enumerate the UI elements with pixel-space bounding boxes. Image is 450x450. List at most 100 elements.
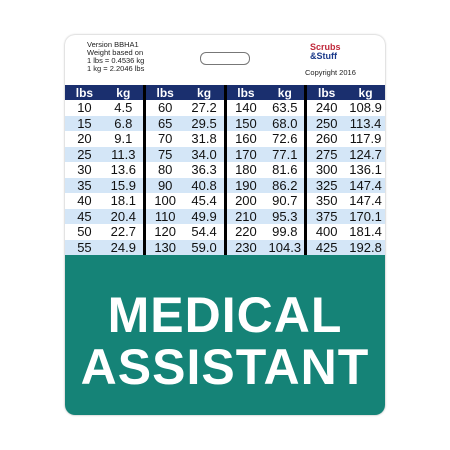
punch-hole: [200, 52, 250, 65]
table-cell: 110: [154, 208, 176, 224]
table-cell: 250: [315, 115, 338, 131]
table-row: 250 113.4: [307, 115, 385, 131]
table-row: 70 31.8: [145, 131, 224, 147]
banner-line: ASSISTANT: [80, 339, 370, 395]
table-cell: 4.5: [114, 100, 133, 116]
table-row: 200 90.7: [226, 193, 305, 209]
table-cell: 36.3: [191, 162, 217, 178]
table-cell: 260: [315, 131, 338, 147]
table-row: 10 4.5: [65, 100, 143, 116]
table-cell: 150: [235, 115, 257, 131]
table-row: 110 49.9: [145, 208, 224, 224]
table-cell: 45.4: [191, 193, 217, 209]
table-row: 130 59.0: [145, 239, 224, 255]
table-cell: 120: [154, 224, 177, 240]
table-cell: 72.6: [272, 131, 298, 147]
table-row: 65 29.5: [145, 115, 224, 131]
table-row: 325 147.4: [307, 177, 385, 193]
table-cell: 181.4: [349, 224, 382, 240]
table-cell: 95.3: [272, 208, 298, 224]
column-group: lbs kg 140 63.5 150 68.0 160 72.6 170 77.1 180 81.6…: [226, 85, 305, 255]
table-cell: 13.6: [110, 162, 136, 178]
table-cell: 35: [77, 177, 92, 193]
note: Weight based on: [87, 48, 144, 57]
table-row: 350 147.4: [307, 193, 385, 209]
column-header: lbs: [237, 85, 255, 100]
table-cell: 34.0: [191, 146, 217, 162]
header-row: lbs kg: [65, 85, 143, 100]
conversion-table: lbs kg 10 4.5 15 6.8 20 9.1 25 11.3 30 13.6 35 15.9 40…: [65, 85, 385, 255]
table-cell: 124.7: [349, 146, 382, 162]
table-row: 80 36.3: [145, 162, 224, 178]
table-cell: 49.9: [191, 208, 217, 224]
table-row: 180 81.6: [226, 162, 305, 178]
table-cell: 27.2: [191, 100, 217, 116]
table-cell: 99.8: [272, 224, 298, 240]
column-header: lbs: [75, 85, 94, 100]
table-cell: 81.6: [272, 162, 298, 178]
logo-text: Scrubs: [310, 42, 341, 52]
column-header: lbs: [156, 85, 174, 100]
header-row: lbs kg: [145, 85, 224, 100]
table-row: 35 15.9: [65, 177, 143, 193]
table-cell: 55: [77, 239, 92, 255]
column-header: kg: [116, 85, 131, 100]
column-group: lbs kg 10 4.5 15 6.8 20 9.1 25 11.3 30 13.6 35 15.9 40…: [65, 85, 143, 255]
table-cell: 40.8: [191, 177, 217, 193]
table-row: 20 9.1: [65, 131, 143, 147]
table-cell: 18.1: [110, 193, 136, 209]
table-cell: 425: [315, 239, 338, 255]
table-cell: 50: [77, 224, 92, 240]
table-row: 15 6.8: [65, 115, 143, 131]
table-cell: 147.4: [349, 193, 382, 209]
table-cell: 160: [235, 131, 257, 147]
column-header: lbs: [318, 85, 336, 100]
table-cell: 22.7: [110, 224, 136, 240]
table-cell: 70: [157, 131, 173, 147]
table-cell: 80: [157, 162, 173, 178]
table-cell: 63.5: [272, 100, 298, 116]
table-cell: 6.8: [114, 115, 133, 131]
table-cell: 24.9: [110, 239, 136, 255]
logo-text: &Stuff: [310, 51, 337, 61]
column-group: lbs kg 240 108.9 250 113.4 260 117.9 275 124.7 300…: [307, 85, 385, 255]
note: 1 kg = 2.2046 lbs: [87, 64, 145, 73]
table-cell: 15.9: [110, 177, 136, 193]
note: 1 lbs = 0.4536 kg: [87, 56, 145, 65]
table-row: 170 77.1: [226, 146, 305, 162]
header-info: Version BBHA1 Weight based on 1 lbs = 0.…: [87, 41, 144, 73]
table-cell: 9.1: [114, 131, 133, 147]
table-cell: 300: [315, 162, 338, 178]
table-row: 140 63.5: [226, 100, 305, 116]
table-cell: 59.0: [191, 239, 217, 255]
table-row: 220 99.8: [226, 224, 305, 240]
table-cell: 75: [157, 146, 173, 162]
banner: MEDICAL ASSISTANT: [65, 255, 385, 415]
table-row: 50 22.7: [65, 224, 143, 240]
table-cell: 350: [315, 193, 338, 209]
table-cell: 20: [77, 131, 92, 147]
copyright: Copyright 2016: [305, 68, 356, 77]
header-row: lbs kg: [226, 85, 305, 100]
logo: Scrubs &Stuff: [310, 43, 341, 61]
table-row: 150 68.0: [226, 115, 305, 131]
table-cell: 170: [235, 146, 257, 162]
table-row: 400 181.4: [307, 224, 385, 240]
table-cell: 230: [235, 239, 257, 255]
table-cell: 65: [157, 115, 173, 131]
table-row: 40 18.1: [65, 193, 143, 209]
table-cell: 90: [157, 177, 173, 193]
table-cell: 11.3: [111, 146, 136, 162]
table-cell: 275: [315, 146, 338, 162]
table-cell: 113.4: [349, 115, 382, 131]
table-cell: 200: [235, 193, 257, 209]
table-cell: 400: [315, 224, 338, 240]
column-group: lbs kg 60 27.2 65 29.5 70 31.8 75 34.0 80 36.3 90 40.…: [145, 85, 224, 255]
table-cell: 180: [235, 162, 257, 178]
table-cell: 140: [235, 100, 257, 116]
table-cell: 210: [235, 208, 257, 224]
table-cell: 130: [154, 239, 177, 255]
table-cell: 30: [77, 162, 92, 178]
table-row: 300 136.1: [307, 162, 385, 178]
table-row: 375 170.1: [307, 208, 385, 224]
